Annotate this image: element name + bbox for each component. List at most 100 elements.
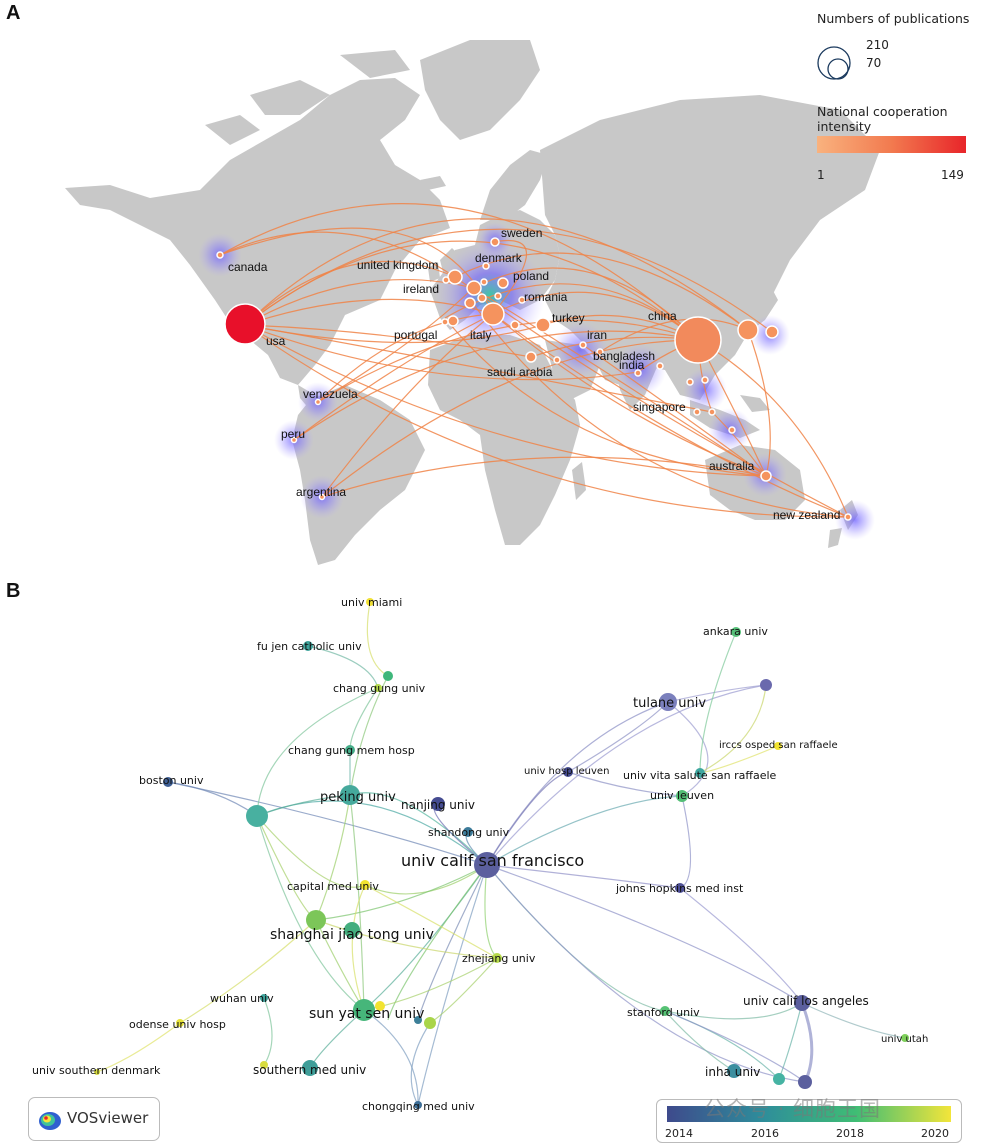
node-greece: [510, 320, 520, 330]
vosviewer-brand: VOSviewer: [67, 1109, 149, 1127]
node-taiwan: [701, 376, 709, 384]
node-top-right: [760, 679, 772, 691]
node-indonesia: [728, 426, 736, 434]
node-iran: [579, 341, 587, 349]
node-univ-calif-los-angeles: [794, 995, 810, 1011]
intensity-max-label: 149: [941, 168, 964, 182]
node-usa: [224, 303, 266, 345]
node-univ-vita-salute-san-raffaele: [695, 768, 705, 778]
size-legend-max: 210: [866, 38, 889, 52]
node-switzerland: [477, 293, 487, 303]
node-poland: [497, 277, 509, 289]
node-southern-med-univ: [302, 1060, 318, 1076]
size-legend-circles: [817, 46, 851, 80]
label-portugal: portugal: [394, 328, 437, 342]
node-thailand: [686, 378, 694, 386]
label-india: india: [619, 358, 645, 372]
label-venezuela: venezuela: [303, 387, 358, 401]
node-sun-yat-sen-blue: [414, 1016, 422, 1024]
node-uk: [447, 269, 463, 285]
node-capital-med-univ: [360, 880, 370, 890]
node-chongqing-med-univ: [414, 1101, 422, 1109]
node-extra-top: [383, 671, 393, 681]
node-univ-hosp-leuven: [563, 767, 573, 777]
node-ankara-univ: [731, 627, 741, 637]
label-shanghai-jiao-tong-univ: shanghai jiao tong univ: [270, 927, 434, 943]
node-cluster-left: [246, 805, 268, 827]
year-colorbar: [656, 1099, 962, 1143]
year-gradient: [667, 1106, 951, 1122]
node-portugal: [441, 318, 449, 326]
node-shanghai-jiao-tong-univ: [344, 922, 360, 938]
label-chongqing-med-univ: chongqing med univ: [362, 1100, 475, 1113]
network-labels: univ miami fu jen catholic univ chang gu…: [32, 596, 928, 1113]
label-new-zealand: new zealand: [773, 508, 840, 522]
node-australia: [760, 470, 772, 482]
node-southern-yellow: [260, 1061, 268, 1069]
label-stanford-univ: stanford univ: [627, 1006, 700, 1019]
label-southern-med-univ: southern med univ: [253, 1063, 366, 1077]
node-ireland: [442, 276, 450, 284]
node-peking-univ: [340, 785, 360, 805]
label-univ-leuven: univ leuven: [650, 789, 714, 802]
node-germany: [466, 280, 482, 296]
node-wuhan-univ: [260, 994, 268, 1002]
label-turkey: turkey: [552, 311, 585, 325]
node-romania: [518, 296, 526, 304]
node-nanjing-univ: [431, 797, 445, 811]
node-venezuela: [314, 398, 322, 406]
vosviewer-logo-icon: [39, 1112, 61, 1130]
label-bangladesh: bangladesh: [593, 349, 655, 363]
label-odense-univ-hosp: odense univ hosp: [129, 1018, 226, 1031]
node-odense-univ-hosp: [176, 1019, 184, 1027]
label-univ-miami: univ miami: [341, 596, 402, 609]
node-sun-yat-sen-univ: [353, 999, 375, 1021]
label-argentina: argentina: [296, 485, 346, 499]
node-univ-calif-san-francisco: [474, 852, 500, 878]
node-tulane-univ: [659, 693, 677, 711]
label-chang-gung-mem-hosp: chang gung mem hosp: [288, 744, 415, 757]
network-nodes: [94, 598, 909, 1109]
year-tick-2016: 2016: [751, 1127, 779, 1140]
country-labels: usa canada venezuela peru argentina unit…: [228, 226, 840, 522]
label-capital-med-univ: capital med univ: [287, 880, 379, 893]
node-chang-gung-mem-hosp: [345, 745, 355, 755]
node-univ-utah: [901, 1034, 909, 1042]
year-tick-2020: 2020: [921, 1127, 949, 1140]
year-tick-2018: 2018: [836, 1127, 864, 1140]
label-denmark: denmark: [475, 251, 523, 265]
label-univ-utah: univ utah: [881, 1034, 928, 1045]
node-shanghai-green: [306, 910, 326, 930]
node-france: [464, 297, 476, 309]
label-zhejiang-univ: zhejiang univ: [462, 952, 536, 965]
node-netherlands: [480, 278, 488, 286]
node-sun-yat-sen-yellow: [375, 1001, 385, 1011]
panel-b-letter: B: [6, 580, 21, 602]
node-fu-jen-catholic-univ: [303, 641, 313, 651]
node-johns-hopkins-med-inst: [675, 883, 685, 893]
label-fu-jen-catholic-univ: fu jen catholic univ: [257, 640, 362, 653]
cooperation-links: [219, 203, 849, 518]
node-purple-bottom: [798, 1075, 812, 1089]
node-japan: [737, 319, 759, 341]
label-univ-calif-san-francisco: univ calif san francisco: [401, 851, 584, 870]
node-china: [674, 316, 722, 364]
node-univ-southern-denmark: [94, 1069, 100, 1075]
intensity-min-label: 1: [817, 168, 825, 182]
world-map: usa canada venezuela peru argentina unit…: [65, 40, 880, 565]
label-china: china: [648, 309, 677, 323]
node-austria: [494, 292, 502, 300]
node-italy: [481, 302, 505, 326]
node-new-zealand: [844, 513, 852, 521]
label-peru: peru: [281, 427, 305, 441]
node-inha-univ: [727, 1064, 741, 1078]
label-univ-calif-los-angeles: univ calif los angeles: [743, 994, 869, 1008]
intensity-gradient-bar: [817, 136, 966, 153]
label-tulane-univ: tulane univ: [633, 696, 706, 711]
size-legend-title: Numbers of publications: [817, 11, 970, 26]
node-pakistan: [596, 348, 604, 356]
year-tick-2014: 2014: [665, 1127, 693, 1140]
label-iran: iran: [587, 328, 607, 342]
node-shandong-univ: [463, 827, 473, 837]
node-singapore: [708, 408, 716, 416]
